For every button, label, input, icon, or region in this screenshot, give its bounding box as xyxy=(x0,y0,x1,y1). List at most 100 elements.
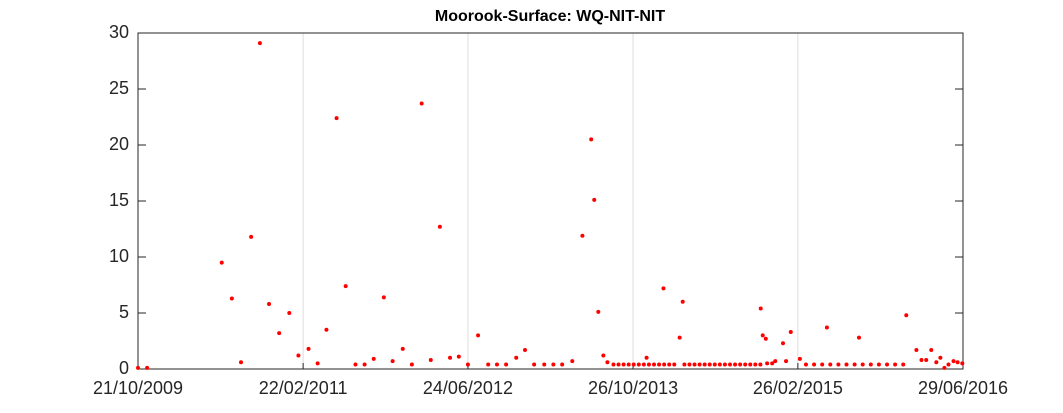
point xyxy=(381,295,386,300)
point xyxy=(820,362,825,367)
point xyxy=(803,362,808,367)
point xyxy=(753,362,758,367)
point xyxy=(605,360,610,365)
point xyxy=(465,362,470,367)
point xyxy=(652,362,657,367)
point xyxy=(145,365,150,370)
point xyxy=(371,356,376,361)
point xyxy=(476,333,481,338)
point xyxy=(400,346,405,351)
point xyxy=(448,355,453,360)
point xyxy=(722,362,727,367)
point xyxy=(938,355,943,360)
y-tick-label: 5 xyxy=(119,302,129,322)
y-tick-label: 30 xyxy=(109,22,129,42)
point xyxy=(409,362,414,367)
x-tick-label: 21/10/2009 xyxy=(93,378,183,398)
point xyxy=(763,336,768,341)
point xyxy=(876,362,881,367)
point xyxy=(667,362,672,367)
point xyxy=(136,365,140,370)
point xyxy=(390,359,395,364)
point xyxy=(257,41,262,46)
y-tick-label: 25 xyxy=(109,78,129,98)
point xyxy=(934,360,939,365)
point xyxy=(901,362,906,367)
point xyxy=(560,362,565,367)
point xyxy=(353,362,358,367)
point xyxy=(770,361,775,366)
point xyxy=(885,362,890,367)
point xyxy=(362,362,367,367)
point xyxy=(616,362,621,367)
point xyxy=(661,286,666,291)
point xyxy=(868,362,873,367)
point xyxy=(738,362,743,367)
point xyxy=(657,362,662,367)
point xyxy=(306,346,311,351)
point xyxy=(456,354,461,359)
point xyxy=(343,284,348,289)
point xyxy=(551,362,556,367)
point xyxy=(514,355,519,360)
point xyxy=(437,224,442,229)
point xyxy=(828,362,833,367)
x-tick-label: 24/06/2012 xyxy=(423,378,513,398)
point xyxy=(641,362,646,367)
point xyxy=(428,358,433,363)
point xyxy=(601,353,606,358)
point xyxy=(644,355,649,360)
plot-area xyxy=(138,33,963,369)
x-tick-label: 26/02/2015 xyxy=(753,378,843,398)
point xyxy=(662,362,667,367)
point xyxy=(636,362,641,367)
point xyxy=(486,362,491,367)
point xyxy=(682,362,687,367)
point xyxy=(580,233,585,238)
point xyxy=(781,341,786,346)
point xyxy=(626,362,631,367)
point xyxy=(748,362,753,367)
point xyxy=(677,335,682,340)
point xyxy=(856,335,861,340)
point xyxy=(680,299,685,304)
y-tick-label: 0 xyxy=(119,358,129,378)
point xyxy=(596,309,601,314)
point xyxy=(692,362,697,367)
point xyxy=(812,362,817,367)
x-tick-label: 22/02/2011 xyxy=(259,378,348,398)
y-tick-label: 10 xyxy=(109,246,129,266)
point xyxy=(296,353,301,358)
point xyxy=(942,365,947,370)
point xyxy=(287,311,292,315)
point xyxy=(589,137,594,142)
point xyxy=(229,296,234,301)
point xyxy=(904,313,909,318)
point xyxy=(419,101,424,106)
point xyxy=(960,361,965,366)
point xyxy=(697,362,702,367)
point xyxy=(733,362,738,367)
x-tick-label: 26/10/2013 xyxy=(588,378,678,398)
point xyxy=(324,327,329,332)
point xyxy=(765,361,770,366)
point xyxy=(249,234,254,239)
point xyxy=(532,362,537,367)
point xyxy=(758,306,763,311)
point xyxy=(219,260,224,265)
point xyxy=(773,359,778,364)
point xyxy=(844,362,849,367)
point xyxy=(592,197,597,202)
point xyxy=(860,362,865,367)
point xyxy=(929,347,934,352)
point xyxy=(852,362,857,367)
y-tick-label: 15 xyxy=(109,190,129,210)
point xyxy=(893,362,898,367)
point xyxy=(717,362,722,367)
point xyxy=(784,359,789,364)
point xyxy=(672,362,677,367)
point xyxy=(788,330,793,335)
point xyxy=(315,361,320,366)
point xyxy=(743,362,748,367)
point xyxy=(758,362,763,367)
